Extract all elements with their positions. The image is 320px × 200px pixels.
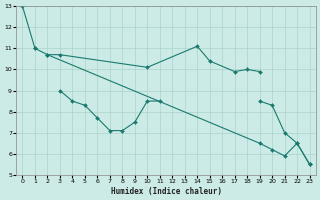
X-axis label: Humidex (Indice chaleur): Humidex (Indice chaleur) xyxy=(110,187,221,196)
